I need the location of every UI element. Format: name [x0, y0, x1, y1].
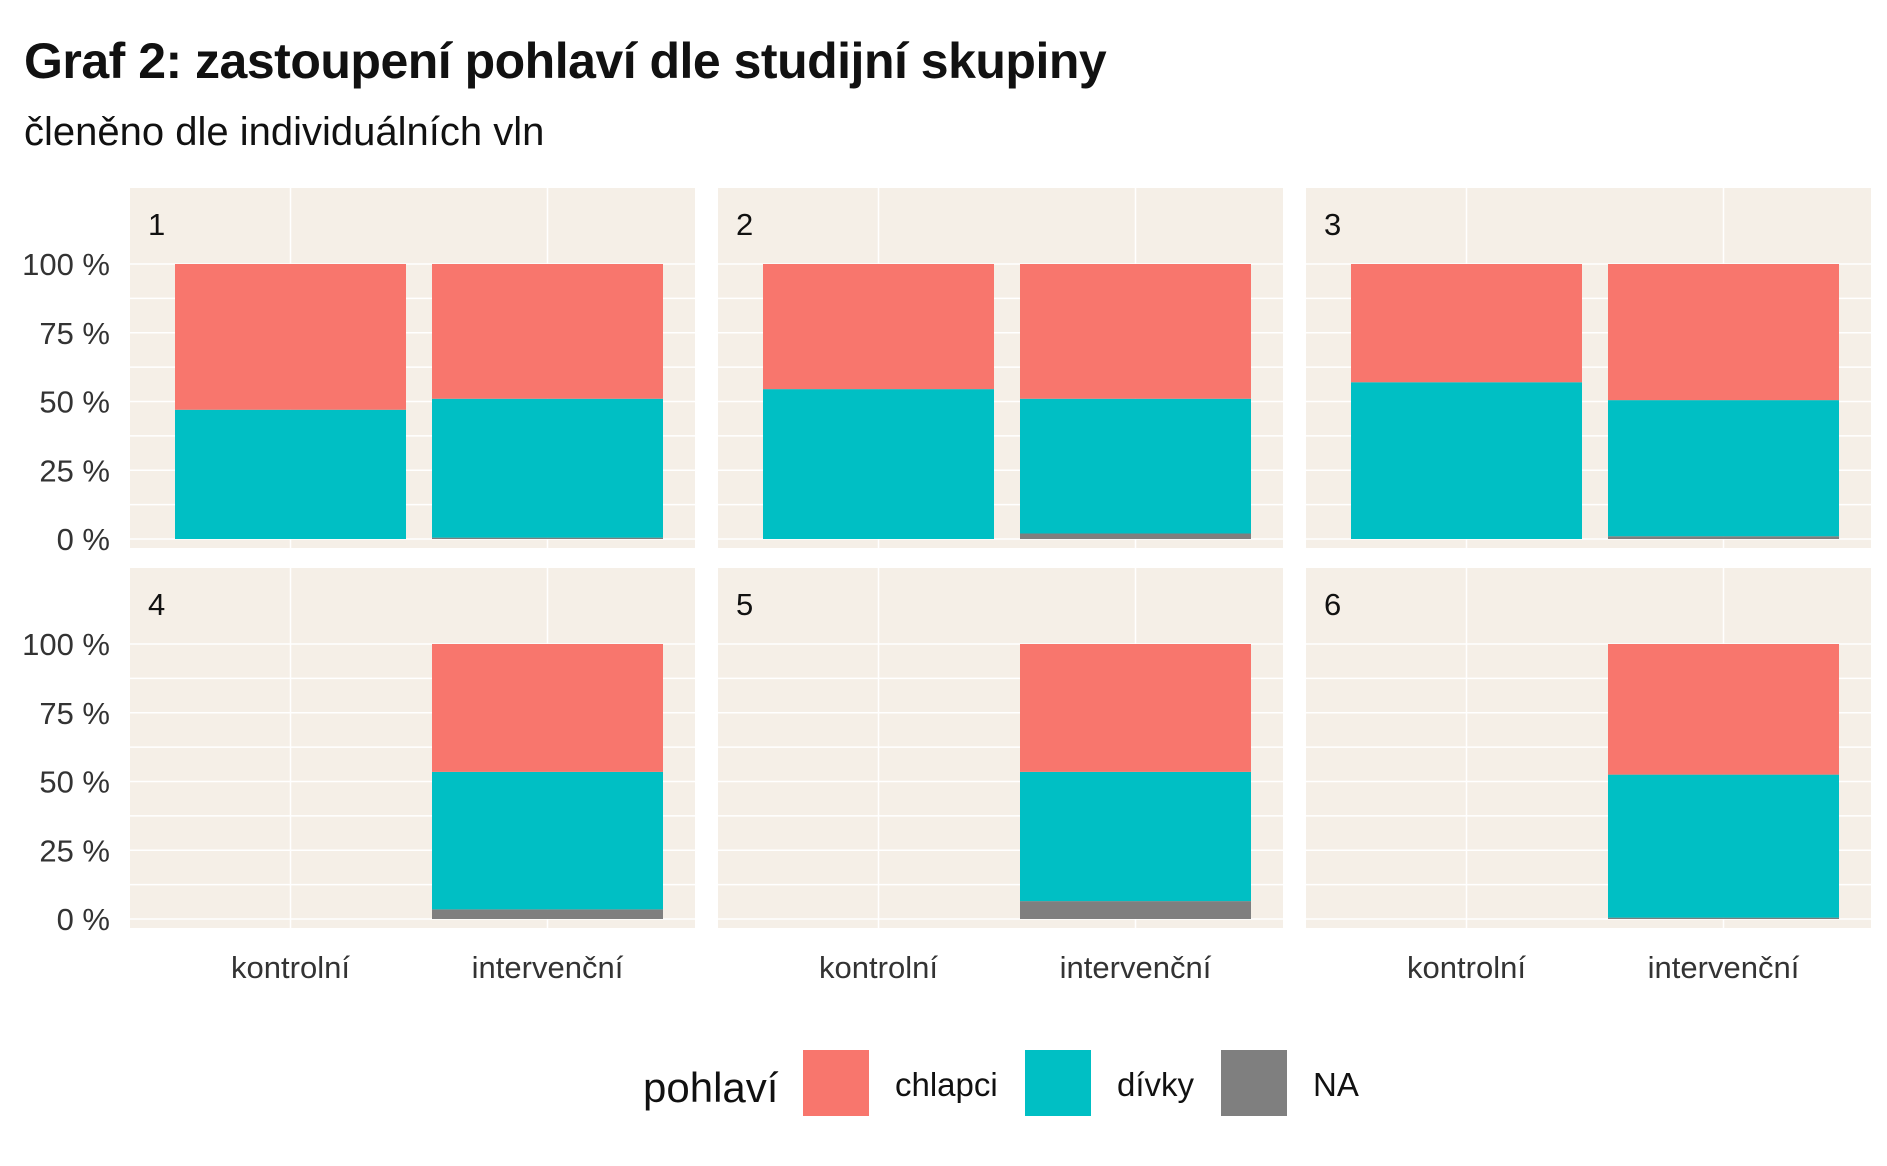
bar-segment-chlapci-facet4-intervencni [432, 644, 663, 772]
bar-segment-chlapci-facet3-intervencni [1608, 264, 1839, 401]
bar-segment-chlapci-facet2-intervencni [1020, 264, 1251, 399]
bar-segment-chlapci-facet6-intervencni [1608, 644, 1839, 775]
bar-segment-divky-facet3-intervencni [1608, 400, 1839, 537]
facet-label-5: 5 [736, 587, 753, 622]
x-tick-label: kontrolní [1407, 950, 1526, 985]
bar-segment-chlapci-facet2-kontrolni [763, 264, 994, 390]
bar-segment-NA-facet6-intervencni [1608, 917, 1839, 919]
legend-label-chlapci: chlapci [895, 1066, 998, 1103]
y-tick-label: 25 % [39, 833, 110, 868]
facet-label-6: 6 [1324, 587, 1341, 622]
legend-label-divky: dívky [1117, 1066, 1195, 1103]
bar-segment-NA-facet5-intervencni [1020, 901, 1251, 919]
x-tick-label: kontrolní [819, 950, 938, 985]
bar-segment-divky-facet1-intervencni [432, 398, 663, 538]
bar-segment-chlapci-facet5-intervencni [1020, 644, 1251, 772]
bar-segment-divky-facet2-intervencni [1020, 398, 1251, 534]
bar-segment-divky-facet1-kontrolni [175, 409, 406, 539]
y-tick-label: 75 % [39, 696, 110, 731]
x-tick-label: intervenční [472, 950, 624, 985]
y-tick-label: 25 % [39, 453, 110, 488]
x-tick-label: intervenční [1060, 950, 1212, 985]
bar-segment-divky-facet6-intervencni [1608, 774, 1839, 918]
x-tick-label: kontrolní [231, 950, 350, 985]
bar-segment-divky-facet4-intervencni [432, 771, 663, 910]
y-tick-label: 100 % [22, 627, 110, 662]
bar-segment-NA-facet4-intervencni [432, 909, 663, 919]
y-tick-label: 100 % [22, 247, 110, 282]
bar-segment-chlapci-facet3-kontrolni [1351, 264, 1582, 383]
x-tick-label: intervenční [1648, 950, 1800, 985]
bar-segment-divky-facet5-intervencni [1020, 771, 1251, 902]
legend-key-chlapci [803, 1050, 869, 1116]
facet-label-4: 4 [148, 587, 165, 622]
y-tick-label: 0 % [57, 902, 110, 937]
facet-label-3: 3 [1324, 207, 1341, 242]
chart-subtitle: členěno dle individuálních vln [24, 110, 545, 154]
facet-plot: 1 0 % 25 % 50 % 75 % 100 % 2 3 4 0 % 25 % 50 % 75 % 1… [22, 188, 1871, 985]
bar-segment-divky-facet2-kontrolni [763, 389, 994, 539]
bar-segment-chlapci-facet1-kontrolni [175, 264, 406, 410]
legend-key-na [1221, 1050, 1287, 1116]
legend: pohlaví chlapci dívky NA [0, 1050, 1887, 1120]
facet-label-1: 1 [148, 207, 165, 242]
y-tick-label: 50 % [39, 385, 110, 420]
y-tick-label: 50 % [39, 765, 110, 800]
bar-segment-NA-facet1-intervencni [432, 537, 663, 539]
chart-title: Graf 2: zastoupení pohlaví dle studijní … [24, 33, 1107, 89]
bar-segment-NA-facet3-intervencni [1608, 536, 1839, 539]
legend-title: pohlaví [643, 1064, 779, 1111]
bar-segment-divky-facet3-kontrolni [1351, 382, 1582, 539]
legend-label-na: NA [1313, 1066, 1359, 1103]
bar-segment-chlapci-facet1-intervencni [432, 264, 663, 399]
legend-key-divky [1025, 1050, 1091, 1116]
bar-segment-NA-facet2-intervencni [1020, 533, 1251, 539]
y-tick-label: 0 % [57, 522, 110, 557]
facet-label-2: 2 [736, 207, 753, 242]
y-tick-label: 75 % [39, 316, 110, 351]
